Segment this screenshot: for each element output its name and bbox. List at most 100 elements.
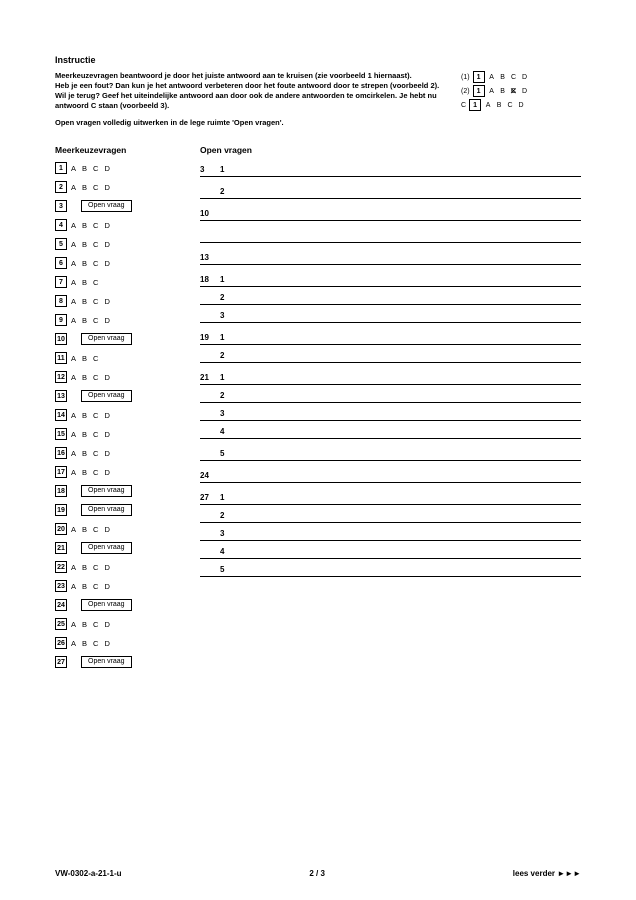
mc-option[interactable]: B [82, 639, 87, 648]
mc-option[interactable]: D [104, 297, 109, 306]
mc-option[interactable]: D [104, 525, 109, 534]
mc-option[interactable]: B [82, 259, 87, 268]
open-line[interactable]: 191 [200, 327, 581, 345]
mc-option[interactable]: B [82, 430, 87, 439]
mc-option[interactable]: B [82, 354, 87, 363]
mc-option[interactable]: B [82, 183, 87, 192]
mc-option[interactable]: D [104, 449, 109, 458]
open-line[interactable]: 10 [200, 203, 581, 221]
mc-option[interactable]: C [93, 563, 98, 572]
open-line[interactable]: 3 [200, 403, 581, 421]
mc-option[interactable]: B [82, 411, 87, 420]
open-line[interactable]: 2 [200, 287, 581, 305]
mc-option[interactable]: A [71, 183, 76, 192]
mc-option[interactable]: D [104, 468, 109, 477]
open-line[interactable]: 2 [200, 345, 581, 363]
mc-option[interactable]: C [93, 183, 98, 192]
mc-option[interactable]: C [93, 278, 98, 287]
mc-option[interactable]: A [71, 468, 76, 477]
mc-option[interactable]: A [71, 430, 76, 439]
mc-option[interactable]: C [93, 430, 98, 439]
mc-option[interactable]: A [71, 582, 76, 591]
instruction-text: Meerkeuzevragen beantwoord je door het j… [55, 71, 451, 112]
mc-option[interactable]: B [82, 620, 87, 629]
mc-option[interactable]: A [71, 259, 76, 268]
mc-option[interactable]: B [82, 449, 87, 458]
mc-option[interactable]: D [104, 183, 109, 192]
open-line[interactable]: 181 [200, 269, 581, 287]
mc-option[interactable]: C [93, 221, 98, 230]
mc-option[interactable]: A [71, 525, 76, 534]
open-line[interactable]: 211 [200, 367, 581, 385]
mc-option[interactable]: D [104, 240, 109, 249]
mc-row: 10Open vraag [55, 330, 180, 349]
open-line[interactable]: 24 [200, 465, 581, 483]
mc-option[interactable]: C [93, 373, 98, 382]
mc-option[interactable]: C [93, 297, 98, 306]
mc-option[interactable]: C [93, 259, 98, 268]
mc-option[interactable]: A [71, 221, 76, 230]
open-line[interactable]: 5 [200, 559, 581, 577]
mc-option[interactable]: B [82, 240, 87, 249]
mc-option[interactable]: D [104, 411, 109, 420]
mc-option[interactable]: C [93, 354, 98, 363]
mc-option[interactable]: A [71, 373, 76, 382]
mc-option[interactable]: A [71, 620, 76, 629]
mc-option[interactable]: D [104, 316, 109, 325]
mc-option[interactable]: C [93, 164, 98, 173]
mc-option[interactable]: D [104, 620, 109, 629]
mc-option[interactable]: B [82, 563, 87, 572]
mc-option[interactable]: C [93, 620, 98, 629]
mc-option[interactable]: C [93, 411, 98, 420]
mc-option[interactable]: D [104, 373, 109, 382]
mc-option[interactable]: C [93, 639, 98, 648]
open-line[interactable]: 2 [200, 385, 581, 403]
mc-option[interactable]: B [82, 278, 87, 287]
mc-option[interactable]: B [82, 525, 87, 534]
mc-option[interactable]: C [93, 449, 98, 458]
open-line[interactable]: 2 [200, 505, 581, 523]
mc-option[interactable]: B [82, 468, 87, 477]
mc-option[interactable]: B [82, 297, 87, 306]
mc-option[interactable]: A [71, 240, 76, 249]
mc-row: 22ABCD [55, 558, 180, 577]
mc-option[interactable]: D [104, 221, 109, 230]
mc-option[interactable]: A [71, 639, 76, 648]
open-line[interactable]: 4 [200, 421, 581, 439]
mc-option[interactable]: B [82, 164, 87, 173]
mc-option[interactable]: B [82, 221, 87, 230]
mc-option[interactable]: A [71, 354, 76, 363]
open-line[interactable]: 2 [200, 181, 581, 199]
open-line[interactable]: 271 [200, 487, 581, 505]
mc-option[interactable]: C [93, 240, 98, 249]
mc-option[interactable]: A [71, 411, 76, 420]
mc-option[interactable]: A [71, 164, 76, 173]
mc-option[interactable]: D [104, 582, 109, 591]
mc-option[interactable]: A [71, 563, 76, 572]
open-line[interactable]: 3 [200, 523, 581, 541]
open-line[interactable]: 4 [200, 541, 581, 559]
mc-option[interactable]: C [93, 468, 98, 477]
mc-option[interactable]: C [93, 316, 98, 325]
mc-option[interactable]: D [104, 563, 109, 572]
mc-option[interactable]: A [71, 278, 76, 287]
mc-option[interactable]: D [104, 639, 109, 648]
open-line[interactable]: 3 [200, 305, 581, 323]
mc-option[interactable]: C [93, 525, 98, 534]
mc-option[interactable]: A [71, 297, 76, 306]
mc-option[interactable]: C [93, 582, 98, 591]
mc-option[interactable]: B [82, 316, 87, 325]
mc-option[interactable]: A [71, 449, 76, 458]
question-numbox: 1 [55, 162, 67, 174]
mc-option[interactable]: A [71, 316, 76, 325]
mc-option[interactable]: D [104, 164, 109, 173]
open-list: 31210131812319122112345242712345 [200, 159, 581, 577]
mc-option[interactable]: D [104, 259, 109, 268]
mc-option[interactable]: B [82, 373, 87, 382]
mc-option[interactable]: D [104, 430, 109, 439]
open-line[interactable]: 5 [200, 443, 581, 461]
open-line[interactable]: 31 [200, 159, 581, 177]
open-line[interactable] [200, 225, 581, 243]
open-line[interactable]: 13 [200, 247, 581, 265]
mc-option[interactable]: B [82, 582, 87, 591]
